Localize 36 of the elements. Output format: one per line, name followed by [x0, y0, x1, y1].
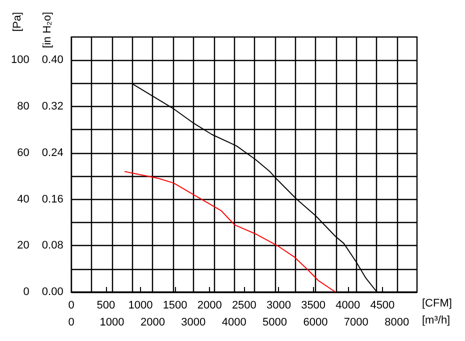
y-tick-label: 60	[17, 146, 30, 159]
x2-tick-label: 5000	[262, 316, 288, 328]
y2-tick-label: 0.24	[42, 146, 64, 159]
x-tick-label: 4500	[370, 300, 395, 312]
y2-tick-label: 0.40	[42, 54, 64, 66]
y2-tick-label: 0.00	[42, 286, 64, 298]
x-axis-title: [CFM]	[422, 298, 452, 310]
x-tick-label: 3000	[266, 300, 291, 312]
x2-tick-label: 6000	[303, 316, 328, 328]
y2-tick-label: 0.16	[42, 193, 64, 206]
y-tick-label: 40	[17, 193, 30, 206]
x-tick-label: 500	[96, 300, 116, 312]
y2-axis-title: [in H₂o]	[42, 12, 54, 48]
x-tick-label: 4000	[336, 300, 360, 312]
x2-tick-label: 8000	[384, 316, 410, 328]
x2-tick-label: 0	[68, 316, 74, 328]
x-tick-label: 3500	[301, 300, 326, 312]
x-tick-label: 2000	[197, 300, 222, 312]
x2-tick-label: 4000	[222, 316, 246, 328]
x2-tick-label: 7000	[344, 316, 368, 328]
y-tick-label: 0	[23, 286, 30, 298]
x-tick-label: 0	[68, 300, 74, 312]
y-tick-label: 20	[17, 240, 30, 252]
x-tick-label: 2500	[232, 300, 256, 312]
x2-tick-label: 1000	[100, 316, 124, 328]
line-series	[124, 170, 336, 292]
y-axis-title: [Pa]	[12, 12, 24, 32]
y-tick-label: 80	[17, 100, 30, 113]
x2-tick-label: 3000	[181, 316, 206, 328]
x2-axis-title: [m³/h]	[422, 314, 450, 326]
x-tick-label: 1500	[162, 300, 188, 312]
x-tick-label: 1000	[128, 300, 153, 312]
y-tick-label: 100	[10, 54, 30, 66]
x2-tick-label: 2000	[140, 316, 165, 328]
y2-tick-label: 0.08	[42, 240, 64, 252]
y2-tick-label: 0.32	[42, 100, 64, 113]
